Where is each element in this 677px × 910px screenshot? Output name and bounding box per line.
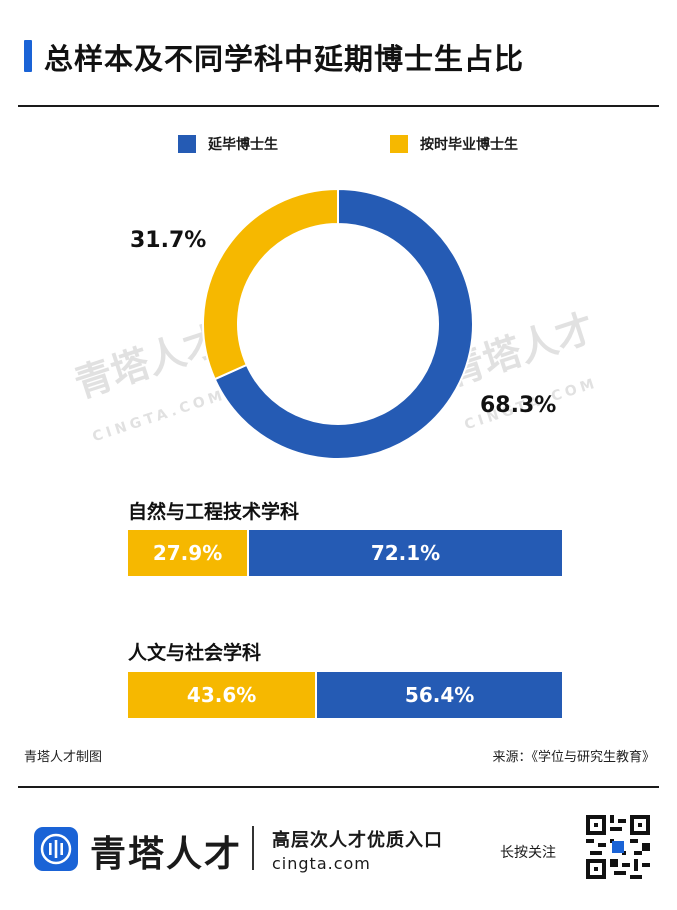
footer-separator [252,826,254,870]
bar-segment-science-delayed: 72.1% [249,530,562,576]
legend-swatch-ontime [390,135,408,153]
legend-item-delayed: 延毕博士生 [178,134,278,154]
page-title: 总样本及不同学科中延期博士生占比 [44,42,525,76]
stacked-bar-science: 27.9% 72.1% [128,530,562,576]
title-accent-bar [24,40,32,72]
bar-title-science: 自然与工程技术学科 [128,501,300,523]
footer-brand-name: 青塔人才 [90,833,243,875]
footer-site-link[interactable]: cingta.com [272,854,371,873]
follow-hint: 长按关注 [500,845,556,861]
bar-label-science-delayed: 72.1% [370,541,441,565]
bar-segment-humanities-ontime: 43.6% [128,672,318,718]
donut-slice-ontime [202,187,339,381]
legend-label-ontime: 按时毕业博士生 [420,137,518,153]
chart-source: 来源：《学位与研究生教育》 [492,750,655,765]
footer-slogan: 高层次人才优质入口 [272,830,443,851]
legend-item-ontime: 按时毕业博士生 [390,134,518,154]
top-divider [18,105,659,107]
stacked-bar-humanities: 43.6% 56.4% [128,672,562,718]
donut-slice-delayed [213,187,474,460]
donut-label-ontime: 31.7% [130,228,207,253]
bar-label-humanities-delayed: 56.4% [404,683,475,707]
bar-label-humanities-ontime: 43.6% [186,683,257,707]
bottom-divider [18,786,659,788]
legend-swatch-delayed [178,135,196,153]
bar-segment-science-ontime: 27.9% [128,530,250,576]
bar-label-science-ontime: 27.9% [152,541,223,565]
donut-label-delayed: 68.3% [480,393,557,418]
legend-label-delayed: 延毕博士生 [208,137,278,153]
brand-logo-icon [34,827,78,871]
chart-credit: 青塔人才制图 [24,750,103,765]
bar-title-humanities: 人文与社会学科 [128,642,262,664]
bar-segment-humanities-delayed: 56.4% [317,672,562,718]
qr-code-icon[interactable] [586,815,650,879]
donut-chart [202,187,474,460]
